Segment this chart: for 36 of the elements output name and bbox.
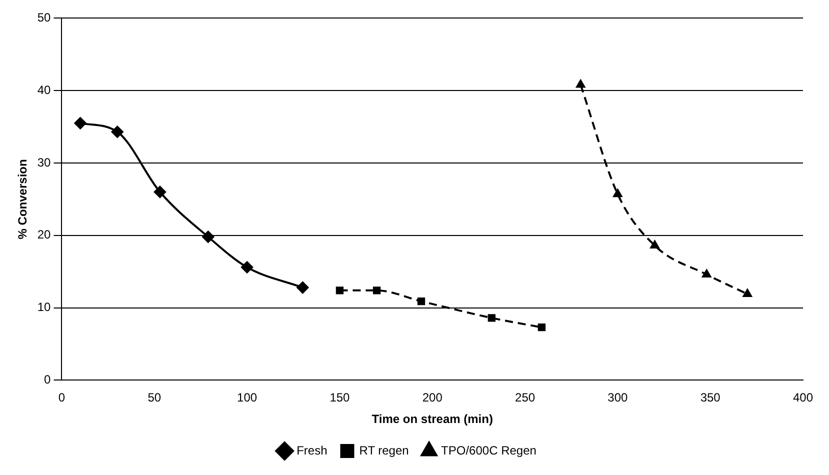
x-tick-label: 150 (330, 390, 350, 405)
x-tick-label: 0 (58, 390, 66, 405)
point (241, 261, 254, 274)
point (417, 297, 426, 306)
legend-label: RT regen (359, 443, 409, 458)
y-tick-label: 10 (37, 300, 52, 314)
point (742, 289, 752, 298)
x-tick-label: 100 (237, 390, 258, 405)
legend-label: Fresh (296, 443, 328, 458)
point (154, 186, 166, 198)
point (613, 189, 622, 198)
x-tick-label: 350 (700, 390, 721, 405)
y-tick-label: 50 (37, 10, 52, 25)
x-tick-label: 200 (422, 390, 443, 405)
y-tick-label: 30 (37, 155, 52, 170)
x-tick-label: 300 (608, 390, 628, 405)
x-tick-label: 400 (792, 390, 814, 405)
legend-label: TPO/600C Regen (441, 443, 536, 458)
point (538, 324, 546, 332)
point (74, 117, 86, 130)
point (488, 314, 496, 322)
x-axis-title: Time on stream (min) (372, 412, 493, 426)
point (111, 126, 124, 138)
x-tick-label: 50 (148, 390, 162, 405)
y-tick-label: 40 (37, 82, 52, 97)
point (296, 282, 309, 294)
x-tick-label: 250 (515, 390, 536, 405)
point (650, 240, 660, 249)
point (576, 80, 586, 88)
y-tick-label: 20 (37, 228, 52, 242)
point (372, 286, 381, 294)
point (702, 269, 712, 278)
y-tick-label: 0 (44, 372, 52, 387)
y-axis-title: % Conversion (16, 159, 30, 240)
point (202, 230, 214, 243)
point (336, 286, 344, 294)
